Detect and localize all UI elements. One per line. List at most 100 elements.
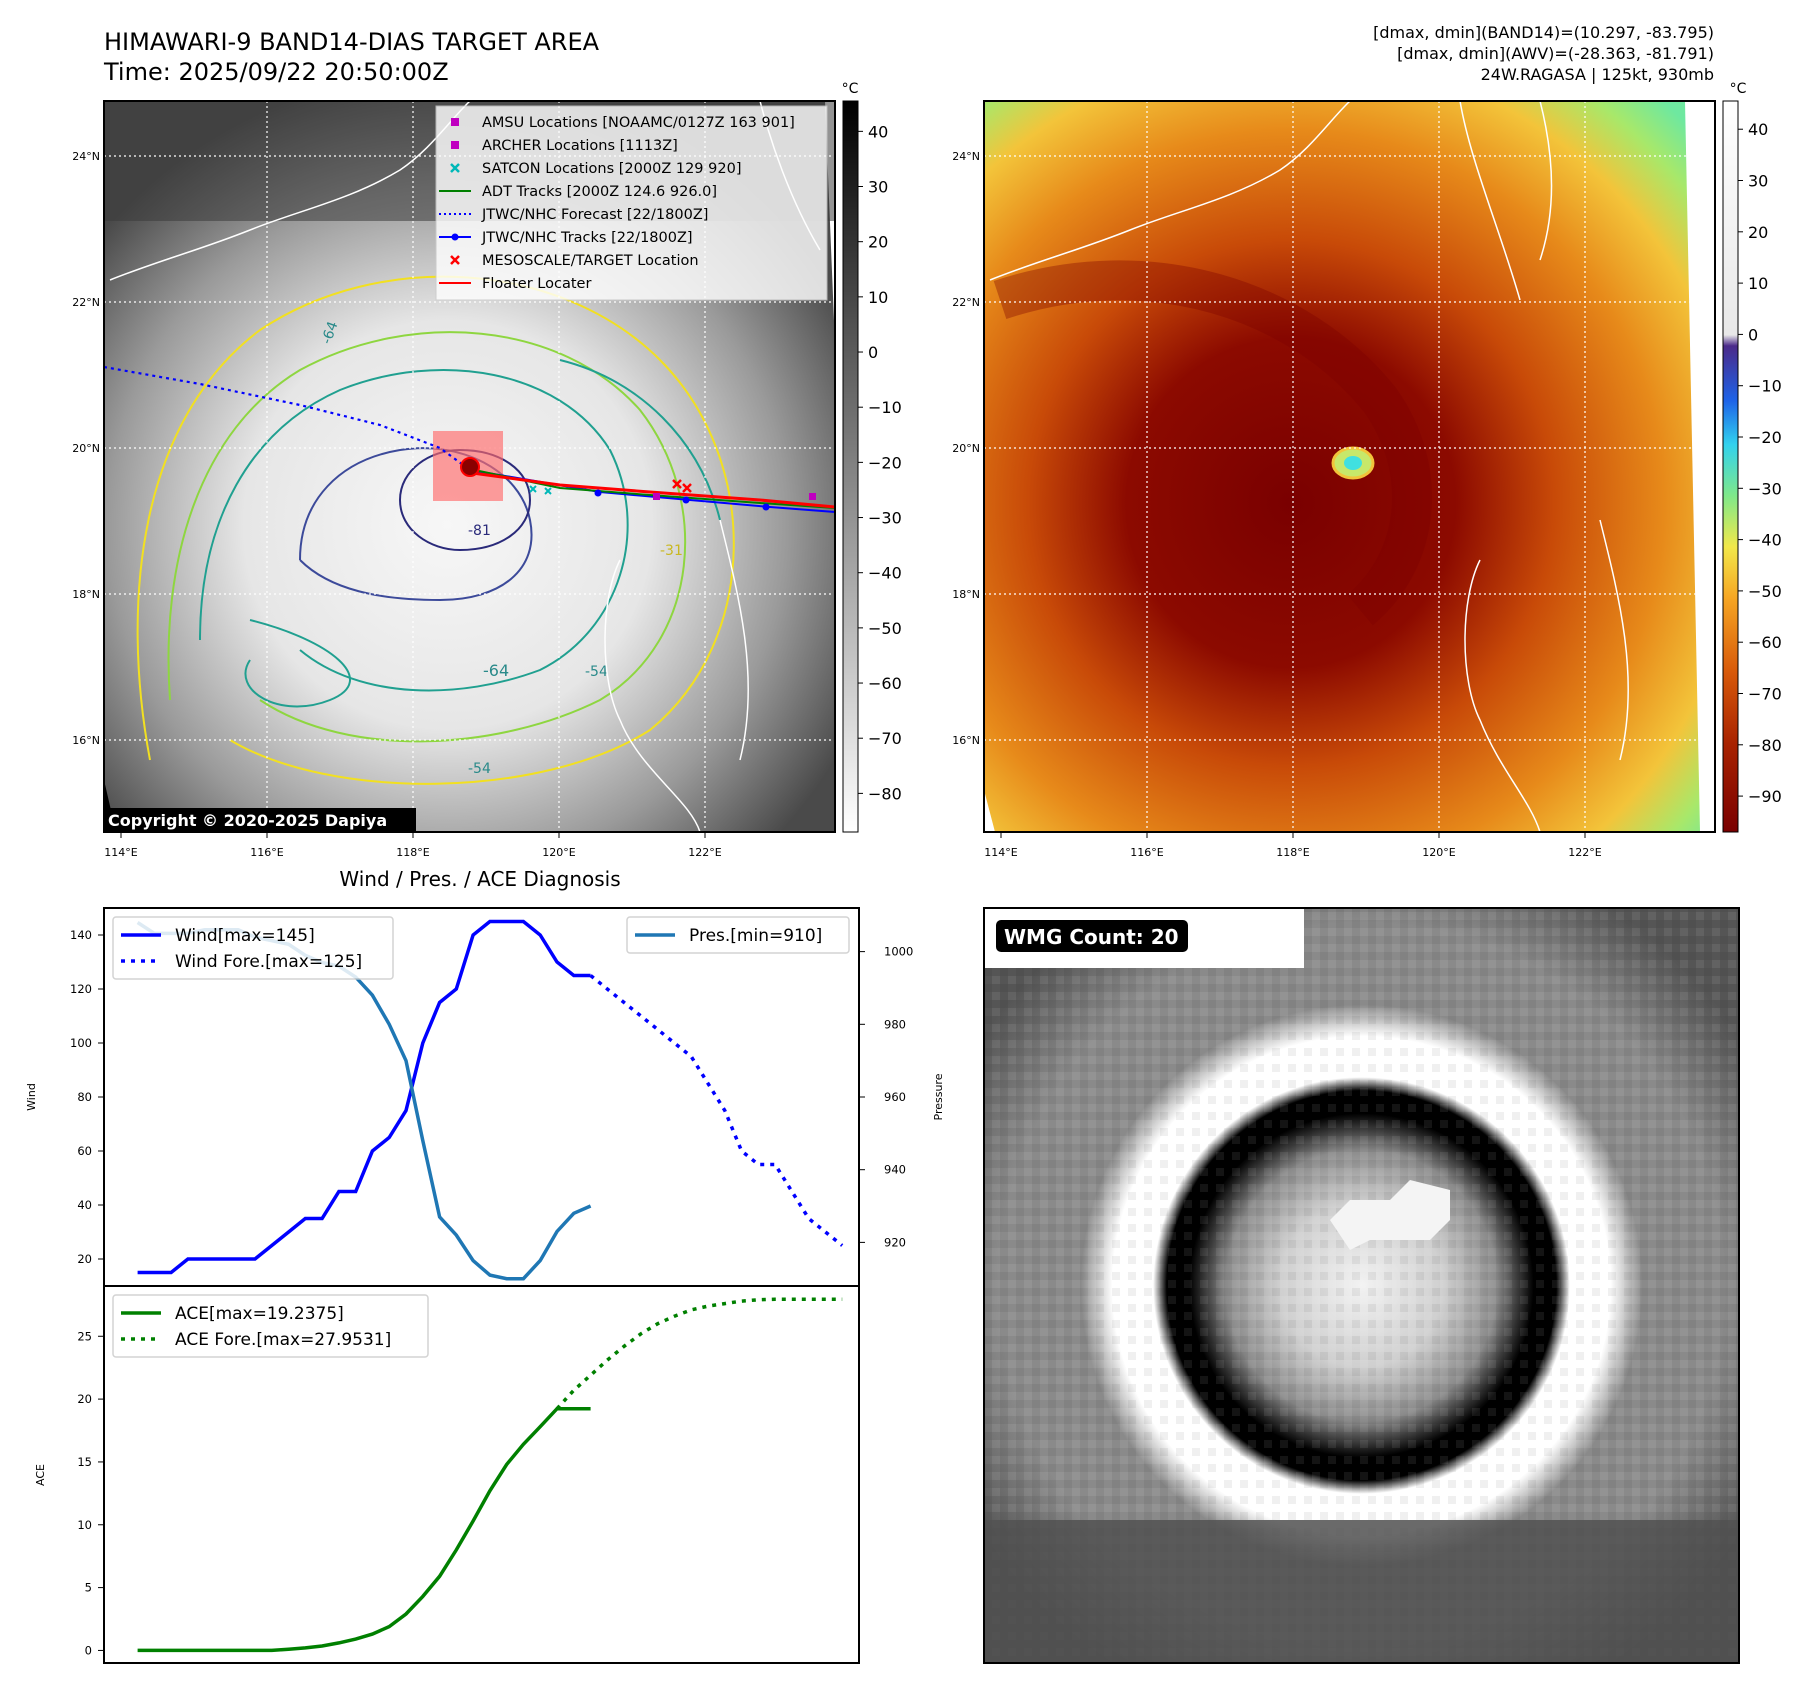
y-tick-label: 15 bbox=[77, 1455, 92, 1469]
ir-lon-axis: 114°E 116°E 118°E 120°E 122°E bbox=[104, 832, 722, 859]
awv-map-frame bbox=[983, 100, 1716, 833]
legend-entry: SATCON Locations [2000Z 129 920] bbox=[450, 161, 741, 177]
colorbar-tick-label: −70 bbox=[868, 729, 902, 748]
lat-tick-label: 18°N bbox=[952, 588, 980, 601]
coastline-china bbox=[109, 101, 471, 281]
y-right-tick-label: 920 bbox=[884, 1235, 906, 1249]
wmg-frame bbox=[983, 907, 1740, 1664]
lon-tick-label: 122°E bbox=[688, 846, 721, 859]
legend-label: ACE[max=19.2375] bbox=[175, 1304, 344, 1324]
wind-pressure-plot: 20 40 60 80 100 120 140 920 940 960 980 1000 Wind[ma… bbox=[70, 907, 913, 1287]
colorbar-tick-label: 20 bbox=[1748, 223, 1768, 242]
legend-entry: Floater Locater bbox=[439, 276, 591, 292]
floater-locater bbox=[464, 470, 835, 509]
storm-eye-marker bbox=[460, 457, 480, 477]
legend-label: ADT Tracks [2000Z 124.6 926.0] bbox=[482, 184, 717, 200]
legend-box bbox=[626, 916, 850, 954]
diagnosis-title: Wind / Pres. / ACE Diagnosis bbox=[339, 867, 620, 891]
legend-x-icon bbox=[450, 163, 460, 173]
colorbar-tick-label: −50 bbox=[868, 619, 902, 638]
jtwc-track-dots bbox=[594, 489, 770, 511]
colorbar-tick-label: −10 bbox=[868, 398, 902, 417]
awv-colorbar-ticks: 40 30 20 10 0 −10 −20 −30 −40 −50 −60 −70 −80 −90 bbox=[1738, 120, 1782, 806]
colorbar-tick-label: −60 bbox=[1748, 633, 1782, 652]
legend-label: SATCON Locations [2000Z 129 920] bbox=[482, 161, 741, 177]
lon-tick-label: 120°E bbox=[1422, 846, 1455, 859]
y-tick-label: 0 bbox=[85, 1643, 92, 1657]
info-storm: 24W.RAGASA | 125kt, 930mb bbox=[1481, 65, 1714, 84]
series-line bbox=[137, 919, 591, 1275]
series-line bbox=[555, 1297, 843, 1410]
y-tick-label: 20 bbox=[77, 1252, 92, 1266]
ir-colorbar-ticks: 40 30 20 10 0 −10 −20 −30 −40 −50 −60 −70 −80 bbox=[858, 122, 902, 803]
figure-time: Time: 2025/09/22 20:50:00Z bbox=[103, 58, 449, 86]
colorbar-tick-label: −30 bbox=[868, 509, 902, 528]
y-right-tick-label: 960 bbox=[884, 1090, 906, 1104]
satcon-markers bbox=[529, 485, 552, 495]
lon-tick-label: 114°E bbox=[104, 846, 137, 859]
legend-box bbox=[112, 916, 394, 980]
y-tick-label: 40 bbox=[77, 1198, 92, 1212]
figure-title: HIMAWARI-9 BAND14-DIAS TARGET AREA bbox=[104, 28, 600, 56]
wmg-badge-bg bbox=[996, 920, 1188, 952]
colorbar-tick-label: −30 bbox=[1748, 479, 1782, 498]
y-tick-label: 5 bbox=[85, 1581, 92, 1595]
awv-dry-band bbox=[993, 260, 1432, 626]
lon-tick-label: 118°E bbox=[396, 846, 429, 859]
info-awv: [dmax, dmin](AWV)=(-28.363, -81.791) bbox=[1397, 44, 1714, 63]
awv-eye-center bbox=[1344, 456, 1362, 470]
legend-box bbox=[112, 1294, 429, 1358]
lat-tick-label: 24°N bbox=[952, 150, 980, 163]
plot-legend: Pres.[min=910] bbox=[626, 916, 850, 954]
y-right-tick-label: 940 bbox=[884, 1163, 906, 1177]
lon-tick-label: 116°E bbox=[1130, 846, 1163, 859]
lat-tick-label: 18°N bbox=[72, 588, 100, 601]
legend-entry: MESOSCALE/TARGET Location bbox=[450, 253, 699, 269]
legend-label: MESOSCALE/TARGET Location bbox=[482, 253, 699, 269]
legend-label: ACE Fore.[max=27.9531] bbox=[175, 1330, 391, 1350]
lat-tick-label: 16°N bbox=[72, 734, 100, 747]
awv-colorbar bbox=[1722, 100, 1739, 833]
legend-label: Pres.[min=910] bbox=[689, 926, 822, 946]
copyright-text: Copyright © 2020-2025 Dapiya bbox=[108, 811, 387, 830]
y-tick-label: 25 bbox=[77, 1329, 92, 1343]
legend-label: Wind Fore.[max=125] bbox=[175, 952, 362, 972]
ir-map-frame bbox=[103, 100, 836, 833]
coastline-luzon bbox=[604, 519, 750, 832]
ir-colorbar bbox=[842, 100, 859, 833]
ir-lat-axis: 24°N 22°N 20°N 18°N 16°N bbox=[72, 150, 100, 747]
legend-x-icon bbox=[450, 255, 460, 265]
target-markers bbox=[672, 479, 692, 493]
colorbar-tick-label: 20 bbox=[868, 233, 888, 252]
wind-axis-label: Wind bbox=[25, 1083, 38, 1111]
contour-label-1: -64 bbox=[319, 319, 342, 346]
legend-label: ARCHER Locations [1113Z] bbox=[482, 138, 678, 154]
colorbar-tick-label: −80 bbox=[1748, 736, 1782, 755]
legend-label: JTWC/NHC Tracks [22/1800Z] bbox=[481, 230, 693, 246]
awv-gridlines bbox=[984, 101, 1715, 832]
lat-tick-label: 24°N bbox=[72, 150, 100, 163]
y-right-tick-label: 980 bbox=[884, 1017, 906, 1031]
legend-entry: JTWC/NHC Tracks [22/1800Z] bbox=[439, 230, 693, 246]
lat-tick-label: 20°N bbox=[952, 442, 980, 455]
colorbar-tick-label: −70 bbox=[1748, 684, 1782, 703]
colorbar-tick-label: 30 bbox=[1748, 172, 1768, 191]
colorbar-tick-label: 0 bbox=[868, 343, 878, 362]
awv-data-edge-left bbox=[984, 790, 995, 832]
plot-legend: ACE[max=19.2375] ACE Fore.[max=27.9531] bbox=[112, 1294, 429, 1358]
contour-label-5: -54 bbox=[468, 761, 491, 777]
legend-label: AMSU Locations [NOAAMC/0127Z 163 901] bbox=[482, 115, 795, 131]
y-tick-label: 120 bbox=[70, 982, 92, 996]
awv-coastline-luzon bbox=[1464, 519, 1630, 832]
legend-entry: AMSU Locations [NOAAMC/0127Z 163 901] bbox=[451, 115, 795, 131]
y-tick-label: 80 bbox=[77, 1090, 92, 1104]
ir-map-panel: -64 -64 -81 -54 -54 -31 bbox=[72, 81, 902, 859]
legend-label: Wind[max=145] bbox=[175, 926, 315, 946]
contour-label-6: -31 bbox=[660, 543, 683, 559]
colorbar-tick-label: 10 bbox=[1748, 274, 1768, 293]
colorbar-tick-label: 40 bbox=[1748, 120, 1768, 139]
wmg-dark-bottom bbox=[984, 1520, 1739, 1663]
awv-map-panel: 114°E 116°E 118°E 120°E 122°E 24°N 22°N 20°N 18… bbox=[952, 81, 1782, 859]
lon-tick-label: 120°E bbox=[542, 846, 575, 859]
